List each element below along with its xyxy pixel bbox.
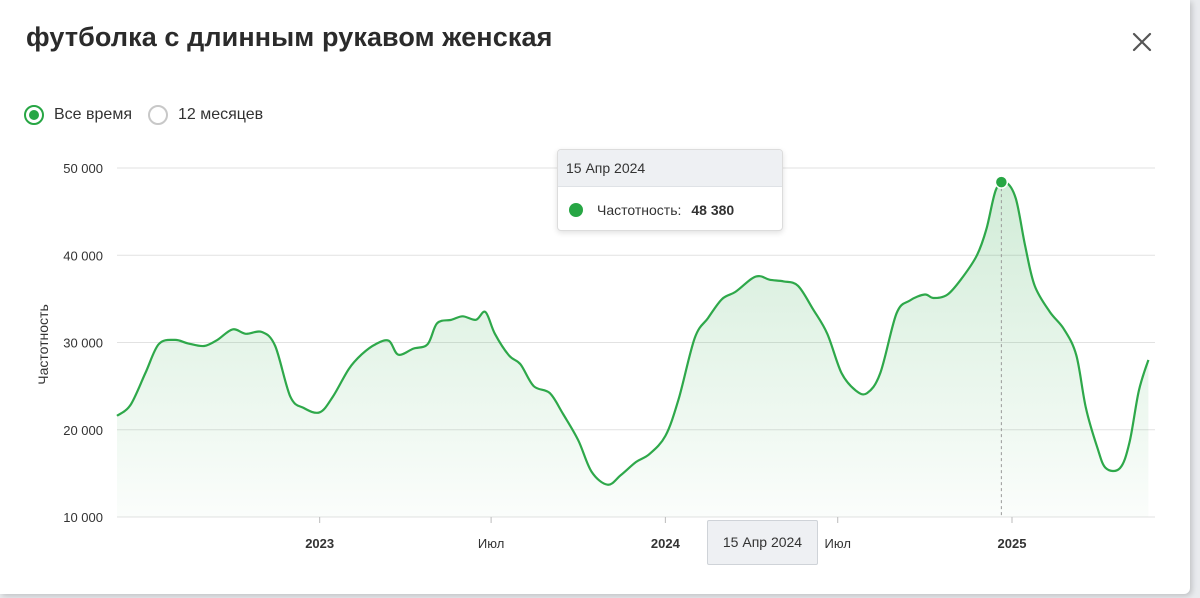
y-tick-label: 30 000 bbox=[63, 336, 103, 351]
radio-12-months[interactable]: 12 месяцев bbox=[147, 105, 264, 125]
tooltip-series-label: Частотность: bbox=[597, 202, 682, 218]
tooltip-series-dot bbox=[569, 203, 583, 217]
tooltip-date: 15 Апр 2024 bbox=[558, 150, 782, 187]
tooltip-value: 48 380 bbox=[691, 202, 735, 218]
radio-all-time-circle[interactable] bbox=[24, 105, 44, 125]
x-tick-label: Июл bbox=[478, 536, 504, 551]
radio-all-time[interactable]: Все время bbox=[24, 105, 132, 125]
highlight-point bbox=[994, 175, 1009, 189]
series-area bbox=[117, 181, 1149, 517]
y-tick-label: 10 000 bbox=[63, 510, 103, 525]
radio-12-months-circle[interactable] bbox=[147, 105, 168, 125]
x-tick-label: Июл bbox=[825, 536, 851, 551]
close-icon bbox=[1132, 32, 1152, 52]
chart-tooltip: 15 Апр 2024 Частотность: 48 380 bbox=[557, 149, 783, 231]
page-title: футболка с длинным рукавом женская bbox=[26, 22, 553, 52]
axis-crosshair-label: 15 Апр 2024 bbox=[707, 520, 818, 565]
tooltip-body: Частотность: 48 380 bbox=[558, 187, 782, 230]
y-tick-label: 20 000 bbox=[63, 423, 103, 438]
period-filter: Все время 12 месяцев bbox=[24, 105, 279, 125]
close-button[interactable] bbox=[1126, 26, 1158, 58]
radio-all-time-label: Все время bbox=[54, 106, 132, 123]
x-tick-label: 2023 bbox=[305, 536, 334, 551]
x-tick-label: 2025 bbox=[998, 536, 1027, 551]
radio-12-months-label: 12 месяцев bbox=[177, 106, 264, 123]
y-tick-label: 50 000 bbox=[63, 161, 103, 176]
y-tick-label: 40 000 bbox=[63, 248, 103, 263]
y-axis-label: Частотность bbox=[35, 304, 51, 385]
x-tick-label: 2024 bbox=[651, 536, 681, 551]
